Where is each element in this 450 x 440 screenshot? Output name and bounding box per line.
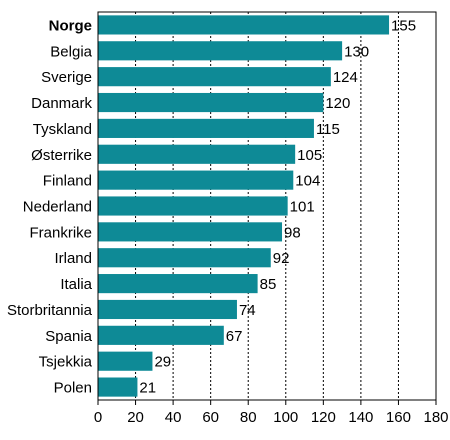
category-label-1: Belgia bbox=[50, 43, 92, 60]
bar-11 bbox=[98, 299, 237, 320]
bar-9 bbox=[98, 248, 271, 268]
value-label-7: 101 bbox=[290, 199, 315, 216]
bar-5 bbox=[98, 144, 296, 164]
value-label-12: 67 bbox=[226, 328, 243, 345]
value-label-1: 130 bbox=[344, 43, 369, 60]
value-label-10: 85 bbox=[260, 276, 277, 293]
bar-4 bbox=[98, 118, 314, 138]
category-label-3: Danmark bbox=[31, 95, 92, 112]
bar-13 bbox=[98, 351, 153, 371]
category-label-11: Storbritannia bbox=[7, 302, 93, 319]
category-label-12: Spania bbox=[45, 328, 92, 345]
category-label-14: Polen bbox=[54, 380, 92, 397]
bar-2 bbox=[98, 67, 331, 87]
tick-label-20: 20 bbox=[127, 409, 144, 426]
category-label-13: Tsjekkia bbox=[39, 354, 93, 371]
bar-1 bbox=[98, 41, 343, 61]
category-label-2: Sverige bbox=[41, 69, 92, 86]
category-label-9: Irland bbox=[54, 250, 92, 267]
category-label-10: Italia bbox=[60, 276, 92, 293]
category-label-4: Tyskland bbox=[33, 121, 92, 138]
tick-label-100: 100 bbox=[273, 409, 298, 426]
category-label-0: Norge bbox=[49, 17, 92, 34]
tick-label-40: 40 bbox=[165, 409, 182, 426]
category-label-8: Frankrike bbox=[29, 224, 92, 241]
tick-label-0: 0 bbox=[94, 409, 102, 426]
bar-8 bbox=[98, 222, 283, 242]
category-labels: Norge Belgia Sverige Danmark Tyskland Østerri… bbox=[7, 17, 93, 396]
bar-3 bbox=[98, 92, 324, 113]
category-label-5: Østerrike bbox=[31, 147, 92, 164]
value-label-2: 124 bbox=[333, 69, 358, 86]
bar-12 bbox=[98, 325, 224, 345]
tick-label-140: 140 bbox=[348, 409, 373, 426]
category-label-6: Finland bbox=[43, 173, 92, 190]
bar-14 bbox=[98, 377, 138, 397]
tick-label-180: 180 bbox=[423, 409, 448, 426]
value-label-9: 92 bbox=[273, 250, 290, 267]
bar-10 bbox=[98, 274, 258, 294]
tick-label-120: 120 bbox=[311, 409, 336, 426]
value-label-13: 29 bbox=[154, 354, 171, 371]
value-label-4: 115 bbox=[316, 121, 340, 138]
value-label-3: 120 bbox=[325, 95, 350, 112]
value-label-8: 98 bbox=[284, 224, 301, 241]
plot-frame bbox=[97, 11, 437, 401]
bar-6 bbox=[98, 170, 294, 190]
category-label-7: Nederland bbox=[23, 199, 92, 216]
value-label-6: 104 bbox=[295, 173, 320, 190]
value-label-5: 105 bbox=[297, 147, 322, 164]
x-axis-ticks: 0 20 40 60 80 100 120 140 160 180 bbox=[94, 400, 449, 426]
bars bbox=[98, 15, 390, 397]
value-label-14: 21 bbox=[139, 380, 156, 397]
bar-7 bbox=[98, 196, 288, 216]
value-label-11: 74 bbox=[239, 302, 256, 319]
bar-0 bbox=[98, 15, 390, 35]
tick-label-60: 60 bbox=[202, 409, 219, 426]
tick-label-80: 80 bbox=[240, 409, 257, 426]
tick-label-160: 160 bbox=[386, 409, 411, 426]
value-label-0: 155 bbox=[391, 17, 416, 34]
